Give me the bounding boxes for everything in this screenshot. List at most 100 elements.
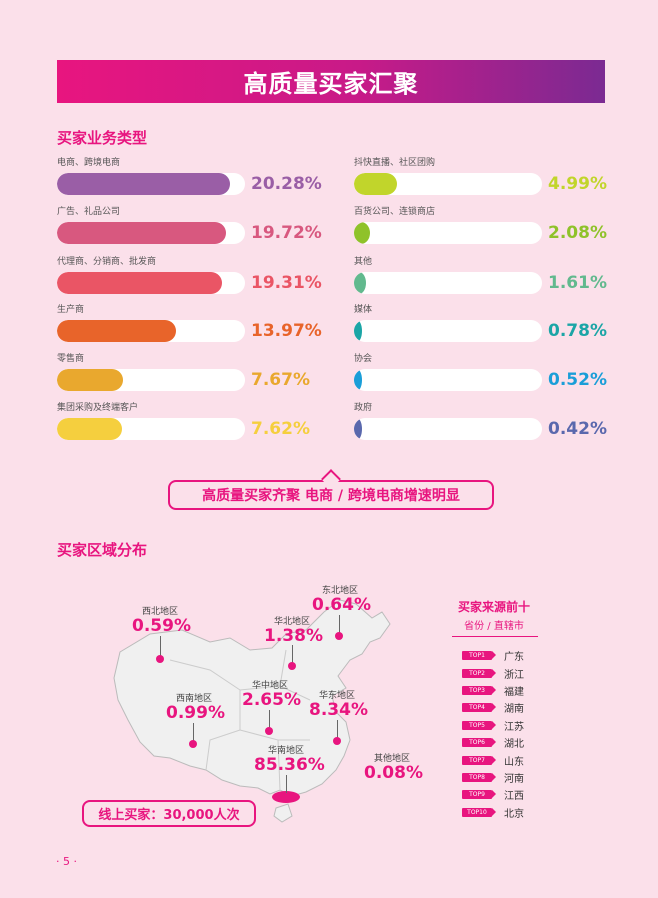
region-value: 8.34% — [309, 700, 368, 720]
rank-tag: TOP1 — [462, 651, 496, 661]
map-pin — [333, 737, 341, 745]
banner-title: 高质量买家汇聚 — [243, 70, 419, 98]
region-title: 买家区域分布 — [57, 541, 148, 559]
pin-line — [339, 615, 340, 635]
top-sources-list: TOP1 广东 TOP2 浙江 TOP3 福建 TOP4 湖南 TOP5 江苏 TOP6 湖北 TOP7… — [462, 647, 524, 821]
bar-label: 电商、跨境电商 — [57, 158, 121, 168]
region-other: 其他地区 0.08% — [364, 751, 423, 783]
bar-value: 19.72% — [251, 223, 322, 243]
bar-row: 20.28% — [57, 173, 322, 195]
bar-item: 代理商、分销商、批发商 19.31% — [57, 255, 322, 294]
page-number: · 5 · — [56, 855, 77, 868]
province-name: 湖南 — [504, 704, 524, 716]
province-name: 福建 — [504, 686, 524, 698]
rank-tag: TOP9 — [462, 790, 496, 800]
bar-fill — [57, 222, 226, 244]
top-source-row: TOP2 浙江 — [462, 664, 524, 681]
bar-fill — [57, 173, 231, 195]
pin-line — [160, 636, 161, 658]
region-northwest: 西北地区 0.59% — [132, 604, 191, 636]
buyer-types-title: 买家业务类型 — [57, 129, 148, 147]
map-pin — [335, 632, 343, 640]
bar-item: 媒体 0.78% — [354, 303, 614, 342]
region-north: 华北地区 1.38% — [264, 614, 323, 646]
bar-label: 其他 — [354, 257, 373, 267]
bar-row: 19.31% — [57, 272, 322, 294]
province-name: 江苏 — [504, 721, 524, 733]
map-pin — [288, 662, 296, 670]
bar-value: 19.31% — [251, 273, 322, 293]
bar-track — [354, 272, 542, 294]
bar-fill — [57, 320, 177, 342]
top-source-row: TOP9 江西 — [462, 786, 524, 803]
top-source-row: TOP8 河南 — [462, 769, 524, 786]
bar-fill — [354, 369, 362, 391]
map-pin — [189, 740, 197, 748]
page-banner: 高质量买家汇聚 — [57, 60, 605, 103]
region-central: 华中地区 2.65% — [242, 678, 301, 710]
bar-value: 0.78% — [548, 321, 607, 341]
region-name: 西北地区 — [141, 607, 178, 617]
bar-row: 7.62% — [57, 418, 317, 440]
bar-row: 0.78% — [354, 320, 614, 342]
top-source-row: TOP3 福建 — [462, 682, 524, 699]
region-value: 0.99% — [166, 703, 225, 723]
bar-item: 其他 1.61% — [354, 255, 614, 294]
top-source-row: TOP5 江苏 — [462, 717, 524, 734]
bar-track — [57, 222, 245, 244]
bar-label: 代理商、分销商、批发商 — [57, 257, 157, 267]
map-pin — [156, 655, 164, 663]
bar-fill — [57, 418, 123, 440]
bar-value: 7.67% — [251, 370, 310, 390]
region-value: 1.38% — [264, 626, 323, 646]
bar-track — [57, 369, 245, 391]
china-map — [110, 590, 430, 840]
callout-text: 高质量买家齐聚 电商 / 跨境电商增速明显 — [202, 488, 460, 504]
bar-fill — [354, 418, 362, 440]
divider — [452, 636, 538, 637]
top-sources-header: 买家来源前十 省份 / 直辖市 — [448, 598, 540, 632]
pin-line — [269, 710, 270, 730]
bar-fill — [354, 320, 362, 342]
bar-row: 0.52% — [354, 369, 614, 391]
bar-item: 抖快直播、社区团购 4.99% — [354, 156, 614, 195]
region-northeast: 东北地区 0.64% — [312, 583, 371, 615]
region-name: 东北地区 — [321, 586, 358, 596]
bar-value: 0.42% — [548, 419, 607, 439]
top-source-row: TOP6 湖北 — [462, 734, 524, 751]
bar-item: 广告、礼品公司 19.72% — [57, 205, 322, 244]
pin-line — [193, 723, 194, 743]
bar-value: 0.52% — [548, 370, 607, 390]
bar-value: 13.97% — [251, 321, 322, 341]
bar-value: 7.62% — [251, 419, 310, 439]
region-value: 2.65% — [242, 690, 301, 710]
pin-line — [337, 720, 338, 740]
bar-row: 0.42% — [354, 418, 614, 440]
rank-tag: TOP6 — [462, 738, 496, 748]
rank-tag: TOP2 — [462, 668, 496, 678]
region-value: 85.36% — [254, 755, 325, 775]
rank-tag: TOP4 — [462, 703, 496, 713]
bar-fill — [57, 272, 222, 294]
bar-label: 抖快直播、社区团购 — [354, 158, 436, 168]
region-name: 其他地区 — [373, 754, 410, 764]
top-source-row: TOP7 山东 — [462, 751, 524, 768]
bar-row: 13.97% — [57, 320, 322, 342]
online-buyers-badge: 线上买家：30,000人次 — [82, 800, 256, 827]
bar-fill — [354, 222, 370, 244]
bar-label: 政府 — [354, 403, 373, 413]
region-value: 0.08% — [364, 763, 423, 783]
bar-label: 百货公司、连锁商店 — [354, 207, 436, 217]
bar-item: 协会 0.52% — [354, 352, 614, 391]
bar-track — [57, 272, 245, 294]
bar-row: 1.61% — [354, 272, 614, 294]
rank-tag: TOP3 — [462, 685, 496, 695]
online-buyers-text: 线上买家：30,000人次 — [98, 808, 240, 823]
top-sources-title: 买家来源前十 — [457, 600, 530, 614]
bar-label: 集团采购及终端客户 — [57, 403, 139, 413]
region-name: 华南地区 — [267, 746, 304, 756]
rank-tag: TOP8 — [462, 772, 496, 782]
bar-row: 4.99% — [354, 173, 614, 195]
map-pin — [265, 727, 273, 735]
region-value: 0.59% — [132, 616, 191, 636]
